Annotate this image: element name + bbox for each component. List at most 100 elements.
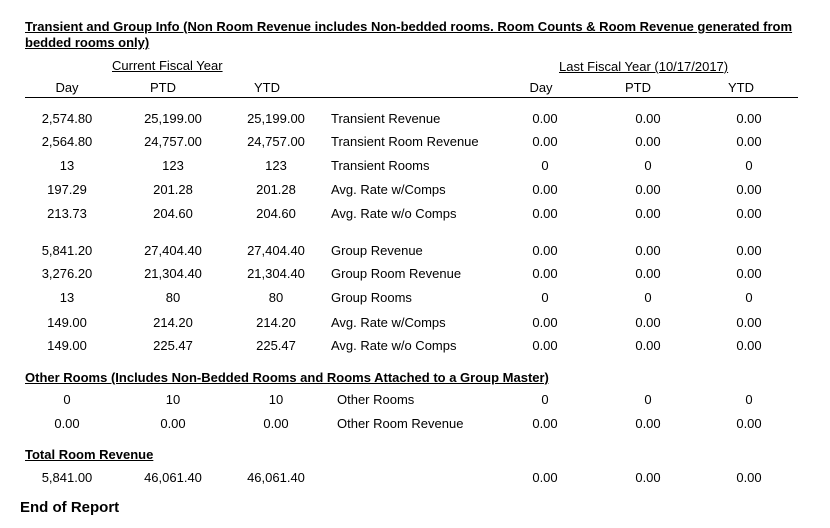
cell-ly-ytd: 0.00 [736,338,762,353]
col-header-ly-ptd: PTD [625,80,651,95]
cell-ytd: 204.60 [256,206,296,221]
cell-day: 5,841.20 [41,243,93,258]
cell-ly-ptd: 0 [644,392,652,407]
header-rule [25,97,798,98]
row-label: Group Revenue [331,243,423,258]
row-label: Transient Rooms [331,158,430,173]
cell-ly-day: 0 [541,158,549,173]
row-label: Avg. Rate w/o Comps [331,206,457,221]
cell-ptd: 10 [165,392,181,407]
cell-ptd: 80 [165,290,181,305]
cell-ly-ytd: 0.00 [736,266,762,281]
cell-ytd: 0.00 [263,416,289,431]
col-header-ytd: YTD [254,80,280,95]
cell-ly-ptd: 0.00 [635,338,661,353]
cell-ly-ptd: 0.00 [635,134,661,149]
cell-ly-ytd: 0.00 [736,182,762,197]
cell-ytd: 214.20 [256,315,296,330]
cell-ytd: 123 [265,158,287,173]
cell-ly-day: 0.00 [532,338,558,353]
cell-ly-day: 0 [541,290,549,305]
cell-ly-ytd: 0.00 [736,134,762,149]
cell-ly-ptd: 0.00 [635,416,661,431]
row-label: Group Rooms [331,290,412,305]
cell-ptd: 46,061.40 [144,470,202,485]
cell-day: 2,564.80 [41,134,93,149]
cell-ly-day: 0.00 [532,243,558,258]
row-label: Transient Revenue [331,111,441,126]
cell-ptd: 214.20 [153,315,193,330]
row-label: Other Rooms [337,392,415,407]
cell-ly-ytd: 0.00 [736,243,762,258]
cell-ytd: 24,757.00 [247,134,305,149]
cell-ly-ptd: 0 [644,158,652,173]
cell-ly-ptd: 0.00 [635,243,661,258]
cell-day: 3,276.20 [41,266,93,281]
cell-ly-ytd: 0 [745,290,753,305]
cell-ly-day: 0.00 [532,416,558,431]
cell-ly-ytd: 0.00 [736,315,762,330]
cell-ly-ptd: 0.00 [635,111,661,126]
cell-ly-day: 0.00 [532,315,558,330]
col-header-ly-day: Day [529,80,553,95]
cell-ytd: 10 [268,392,284,407]
cell-ly-ptd: 0.00 [635,206,661,221]
col-header-ptd: PTD [150,80,176,95]
cell-day: 13 [59,158,75,173]
row-label: Avg. Rate w/Comps [331,315,446,330]
col-header-ly-ytd: YTD [728,80,754,95]
cell-ytd: 80 [268,290,284,305]
cell-ptd: 204.60 [153,206,193,221]
end-of-report: End of Report [20,499,120,516]
cell-ly-ptd: 0.00 [635,182,661,197]
cell-ly-ytd: 0.00 [736,111,762,126]
cell-ly-ptd: 0.00 [635,266,661,281]
cell-ytd: 27,404.40 [247,243,305,258]
row-label: Other Room Revenue [337,416,464,431]
cell-ytd: 46,061.40 [247,470,305,485]
row-label: Avg. Rate w/o Comps [331,338,457,353]
cell-ly-ptd: 0.00 [635,470,661,485]
cell-ly-day: 0.00 [532,182,558,197]
cell-ytd: 21,304.40 [247,266,305,281]
cell-day: 2,574.80 [41,111,93,126]
cell-ly-day: 0.00 [532,470,558,485]
cell-ytd: 201.28 [256,182,296,197]
cell-ytd: 225.47 [256,338,296,353]
cell-day: 0.00 [54,416,80,431]
cell-ly-day: 0 [541,392,549,407]
cell-ly-day: 0.00 [532,134,558,149]
row-label: Avg. Rate w/Comps [331,182,446,197]
current-fiscal-year-header: Current Fiscal Year [112,58,223,73]
cell-day: 197.29 [47,182,87,197]
cell-ptd: 25,199.00 [144,111,202,126]
cell-ly-ytd: 0.00 [736,470,762,485]
cell-ly-day: 0.00 [532,206,558,221]
cell-ly-ptd: 0.00 [635,315,661,330]
cell-day: 5,841.00 [41,470,93,485]
cell-ptd: 0.00 [160,416,186,431]
cell-day: 0 [63,392,71,407]
cell-ly-ptd: 0 [644,290,652,305]
report-title: Transient and Group Info (Non Room Reven… [25,19,793,50]
cell-day: 213.73 [47,206,87,221]
row-label: Group Room Revenue [331,266,462,281]
cell-ly-day: 0.00 [532,111,558,126]
cell-ptd: 21,304.40 [144,266,202,281]
cell-day: 149.00 [47,338,87,353]
cell-day: 149.00 [47,315,87,330]
cell-ptd: 27,404.40 [144,243,202,258]
col-header-day: Day [55,80,79,95]
last-fiscal-year-header: Last Fiscal Year (10/17/2017) [559,59,729,74]
cell-ly-day: 0.00 [532,266,558,281]
row-label: Transient Room Revenue [331,134,479,149]
cell-ly-ytd: 0.00 [736,416,762,431]
total-room-revenue-title: Total Room Revenue [25,447,154,462]
cell-day: 13 [59,290,75,305]
cell-ly-ytd: 0.00 [736,206,762,221]
cell-ptd: 123 [162,158,184,173]
cell-ptd: 24,757.00 [144,134,202,149]
cell-ptd: 201.28 [153,182,193,197]
cell-ytd: 25,199.00 [247,111,305,126]
other-rooms-title: Other Rooms (Includes Non-Bedded Rooms a… [25,370,549,385]
